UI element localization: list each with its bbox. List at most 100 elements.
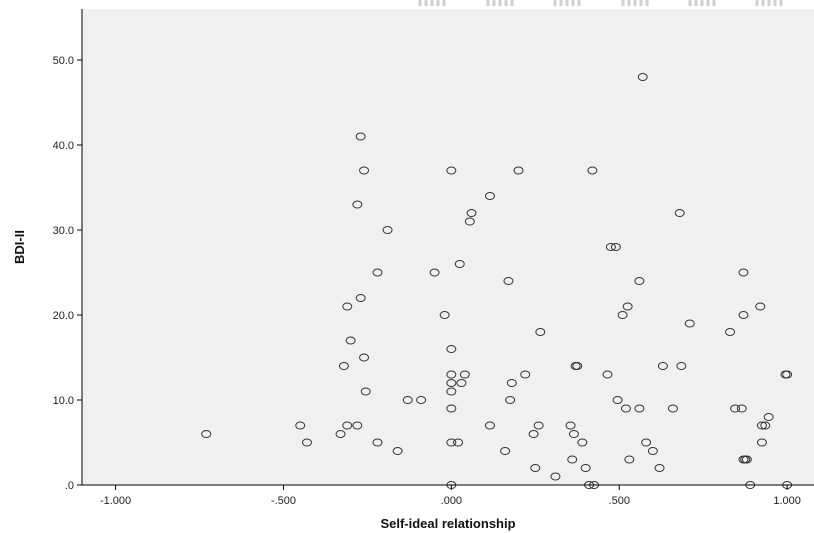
hatch-mark bbox=[712, 0, 716, 6]
data-point bbox=[550, 472, 561, 481]
hatch-mark bbox=[633, 0, 637, 6]
hatch-mark bbox=[694, 0, 698, 6]
data-point bbox=[301, 438, 312, 447]
y-tick-label: .0 bbox=[65, 480, 74, 492]
data-point bbox=[500, 447, 511, 455]
hatch-mark bbox=[706, 0, 710, 6]
hatch-mark bbox=[700, 0, 704, 6]
hatch-mark bbox=[504, 0, 508, 6]
x-tick-label: -.500 bbox=[271, 495, 296, 507]
data-point bbox=[528, 430, 539, 438]
data-point bbox=[372, 268, 383, 277]
hatch-mark bbox=[424, 0, 428, 6]
data-point bbox=[360, 387, 371, 396]
hatch-mark bbox=[645, 0, 649, 6]
x-tick-label: .000 bbox=[441, 495, 462, 507]
hatch-mark bbox=[492, 0, 496, 6]
data-point bbox=[730, 404, 741, 413]
data-point bbox=[647, 447, 658, 455]
x-axis-ticks: -1.000 -.500 .000 .500 1.000 bbox=[100, 485, 801, 507]
y-tick-label: 50.0 bbox=[53, 55, 74, 67]
hatch-mark bbox=[553, 0, 557, 6]
data-point bbox=[602, 370, 613, 379]
hatch-mark bbox=[773, 0, 777, 6]
data-point bbox=[342, 302, 353, 311]
hatch-mark bbox=[498, 0, 502, 6]
data-point bbox=[533, 421, 544, 430]
hatch-mark bbox=[688, 0, 692, 6]
data-point bbox=[654, 464, 665, 472]
hatch-mark bbox=[559, 0, 563, 6]
hatch-mark bbox=[565, 0, 569, 6]
data-point bbox=[446, 404, 457, 413]
y-axis-ticks: .0 10.0 20.0 30.0 40.0 50.0 bbox=[53, 55, 82, 492]
data-point bbox=[453, 438, 464, 447]
data-point bbox=[756, 438, 767, 447]
hatch-mark bbox=[418, 0, 422, 6]
data-point bbox=[612, 396, 623, 404]
data-point bbox=[736, 404, 747, 413]
y-tick-label: 30.0 bbox=[53, 225, 74, 237]
data-point bbox=[587, 166, 598, 175]
data-point bbox=[456, 379, 467, 387]
data-point bbox=[459, 370, 470, 379]
data-point bbox=[446, 345, 457, 353]
data-point bbox=[605, 243, 616, 251]
data-point bbox=[352, 200, 363, 209]
data-point bbox=[674, 209, 685, 217]
hatch-mark bbox=[767, 0, 771, 6]
data-point bbox=[352, 421, 363, 430]
y-tick-label: 40.0 bbox=[53, 140, 74, 152]
hatch-mark bbox=[571, 0, 575, 6]
data-point bbox=[201, 430, 212, 438]
data-point bbox=[755, 302, 766, 311]
data-point bbox=[416, 396, 427, 404]
data-point bbox=[402, 396, 413, 404]
top-decoration bbox=[418, 0, 783, 6]
data-point bbox=[535, 328, 546, 336]
x-axis-title: Self-ideal relationship bbox=[380, 516, 515, 531]
data-point bbox=[620, 404, 631, 413]
data-point bbox=[741, 455, 752, 464]
data-point bbox=[763, 413, 774, 421]
data-point bbox=[572, 362, 583, 370]
hatch-mark bbox=[627, 0, 631, 6]
data-points bbox=[201, 73, 793, 489]
hatch-mark bbox=[639, 0, 643, 6]
data-point bbox=[506, 379, 517, 387]
data-point bbox=[466, 209, 477, 217]
data-point bbox=[484, 192, 495, 200]
x-tick-label: -1.000 bbox=[100, 495, 131, 507]
y-tick-label: 20.0 bbox=[53, 310, 74, 322]
hatch-mark bbox=[436, 0, 440, 6]
data-point bbox=[429, 268, 440, 277]
data-point bbox=[372, 438, 383, 447]
data-point bbox=[617, 311, 628, 319]
data-point bbox=[355, 132, 366, 141]
data-point bbox=[738, 268, 749, 277]
data-point bbox=[338, 362, 349, 370]
data-point bbox=[624, 455, 635, 464]
hatch-mark bbox=[430, 0, 434, 6]
data-point bbox=[580, 464, 591, 472]
hatch-mark bbox=[621, 0, 625, 6]
data-point bbox=[634, 277, 645, 285]
data-point bbox=[342, 421, 353, 430]
data-point bbox=[359, 166, 370, 175]
data-point bbox=[725, 328, 736, 336]
data-point bbox=[634, 404, 645, 413]
data-point bbox=[345, 336, 356, 345]
data-point bbox=[355, 294, 366, 302]
data-point bbox=[505, 396, 516, 404]
data-point bbox=[577, 438, 588, 447]
data-point bbox=[359, 353, 370, 362]
hatch-mark bbox=[755, 0, 759, 6]
data-point bbox=[464, 217, 475, 226]
data-point bbox=[610, 243, 621, 251]
data-point bbox=[503, 277, 514, 285]
y-axis-title: BDI-II bbox=[12, 230, 27, 264]
data-point bbox=[446, 166, 457, 175]
data-point bbox=[439, 311, 450, 319]
data-point bbox=[637, 73, 648, 81]
